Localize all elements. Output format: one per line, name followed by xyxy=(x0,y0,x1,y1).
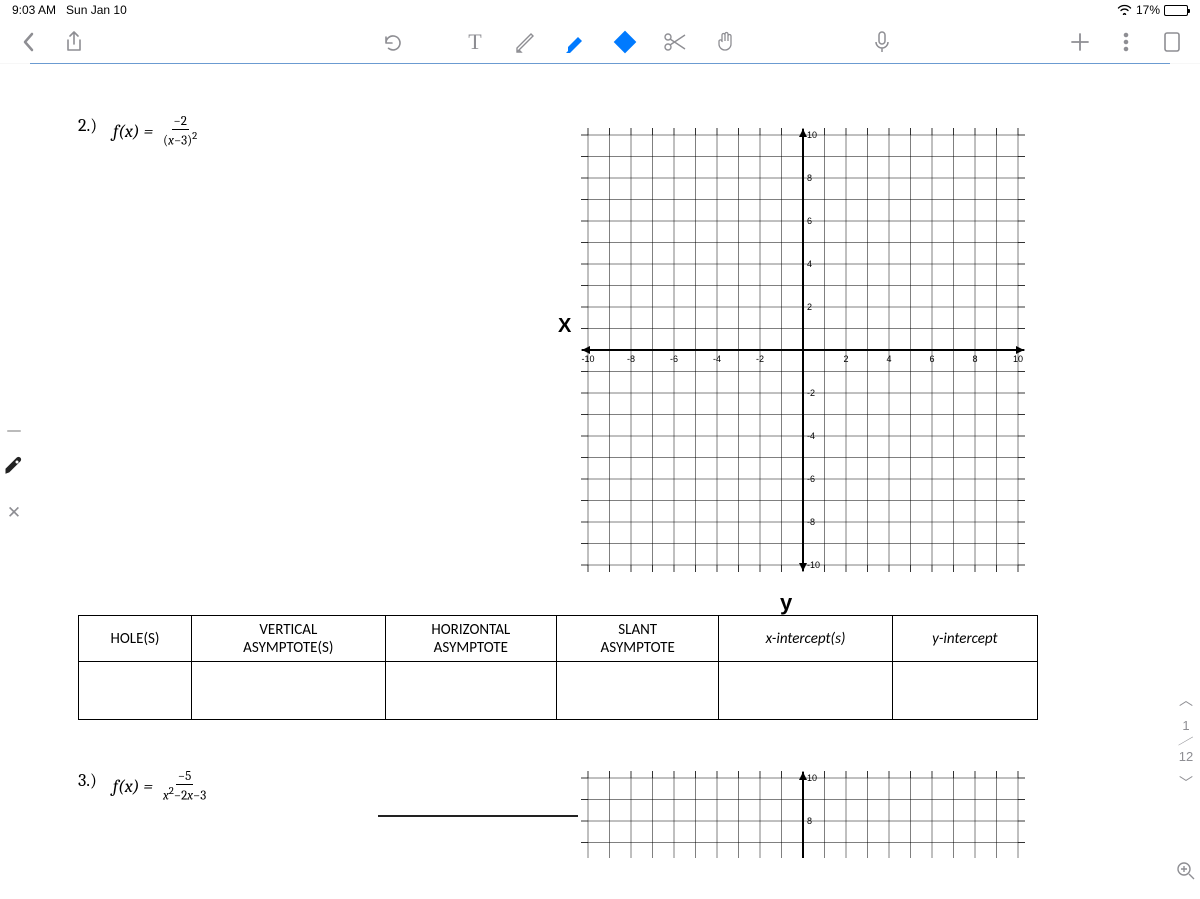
drawn-line xyxy=(378,815,578,817)
page-down-button[interactable]: ﹀ xyxy=(1179,773,1193,793)
header-x-intercept: x-intercept(s) xyxy=(719,616,892,662)
wifi-icon xyxy=(1117,3,1132,18)
svg-text:2: 2 xyxy=(807,302,812,312)
total-pages: 12 xyxy=(1179,749,1193,765)
cell-x-intercept[interactable] xyxy=(719,662,892,720)
svg-text:2: 2 xyxy=(843,354,848,364)
svg-text:10: 10 xyxy=(1013,354,1023,364)
status-bar: 9:03 AM Sun Jan 10 17% xyxy=(0,0,1200,20)
hand-tool[interactable] xyxy=(711,28,739,56)
svg-text:-2: -2 xyxy=(807,388,815,398)
share-button[interactable] xyxy=(60,28,88,56)
svg-text:8: 8 xyxy=(807,173,812,183)
header-holes: HOLE(S) xyxy=(79,616,192,662)
tool-palette: T xyxy=(461,28,739,56)
header-slant: SLANT ASYMPTOTE xyxy=(556,616,719,662)
svg-text:10: 10 xyxy=(807,773,817,783)
svg-text:8: 8 xyxy=(807,816,812,826)
cell-holes[interactable] xyxy=(79,662,192,720)
problem-formula: f(x) = −2 (x−3)2 xyxy=(113,115,199,149)
header-y-intercept: y-intercept xyxy=(892,616,1037,662)
zoom-in-button[interactable] xyxy=(1176,861,1196,886)
page-indicator-strip: ︿ 1 ／ 12 ﹀ xyxy=(1176,690,1196,886)
header-vertical: VERTICAL ASYMPTOTE(S) xyxy=(191,616,385,662)
back-button[interactable] xyxy=(14,28,42,56)
svg-text:-2: -2 xyxy=(756,354,764,364)
top-toolbar: T xyxy=(0,20,1200,64)
svg-text:10: 10 xyxy=(807,130,817,140)
battery-icon xyxy=(1164,5,1188,16)
svg-text:6: 6 xyxy=(929,354,934,364)
svg-text:-8: -8 xyxy=(627,354,635,364)
add-button[interactable] xyxy=(1066,28,1094,56)
svg-text:-6: -6 xyxy=(807,474,815,484)
svg-text:-8: -8 xyxy=(807,517,815,527)
fullscreen-button[interactable] xyxy=(1158,28,1186,56)
worksheet-content: 2.) f(x) = −2 (x−3)2 X y -10-10-8-8-6-6-… xyxy=(78,115,1122,149)
pencil-tool[interactable] xyxy=(511,28,539,56)
pen-side-tool[interactable] xyxy=(3,454,25,481)
undo-button[interactable] xyxy=(379,28,407,56)
page-divider xyxy=(30,63,1170,64)
svg-text:4: 4 xyxy=(807,259,812,269)
status-date: Sun Jan 10 xyxy=(66,3,127,17)
coordinate-grid-partial: -10-10-8-8-6-6-4-4-2-2224466881010 xyxy=(568,758,1038,858)
side-tool-strip: ✕ xyxy=(0,430,28,523)
cell-slant[interactable] xyxy=(556,662,719,720)
svg-text:-4: -4 xyxy=(713,354,721,364)
svg-text:8: 8 xyxy=(972,354,977,364)
cell-horizontal[interactable] xyxy=(385,662,556,720)
cut-tool[interactable] xyxy=(661,28,689,56)
svg-text:-10: -10 xyxy=(581,354,594,364)
cell-y-intercept[interactable] xyxy=(892,662,1037,720)
problem-3: 3.) f(x) = −5 x2−2x−3 xyxy=(78,770,208,804)
page-indicator: 1 ／ 12 xyxy=(1179,718,1193,765)
status-time: 9:03 AM xyxy=(12,3,56,17)
highlighter-tool[interactable] xyxy=(561,28,589,56)
problem-number: 2.) xyxy=(78,115,97,136)
handle-icon[interactable] xyxy=(7,430,21,432)
y-axis-label: y xyxy=(780,590,792,616)
svg-text:-10: -10 xyxy=(807,560,820,570)
shape-tool[interactable] xyxy=(611,28,639,56)
microphone-button[interactable] xyxy=(868,28,896,56)
more-button[interactable] xyxy=(1112,28,1140,56)
svg-text:4: 4 xyxy=(886,354,891,364)
svg-text:-6: -6 xyxy=(670,354,678,364)
problem-formula: f(x) = −5 x2−2x−3 xyxy=(113,770,208,804)
page-up-button[interactable]: ︿ xyxy=(1179,690,1193,710)
answer-table: HOLE(S) VERTICAL ASYMPTOTE(S) HORIZONTAL… xyxy=(78,615,1038,720)
svg-text:6: 6 xyxy=(807,216,812,226)
coordinate-grid: -10 -10 -8 -8 -6 -6 -4 -4 -2 -2 2 2 4 4 6 6 8 8 10 10 xyxy=(568,115,1038,585)
problem-number: 3.) xyxy=(78,770,97,791)
svg-text:-4: -4 xyxy=(807,431,815,441)
header-horizontal: HORIZONTAL ASYMPTOTE xyxy=(385,616,556,662)
current-page: 1 xyxy=(1179,718,1193,734)
battery-percent: 17% xyxy=(1136,3,1160,17)
close-side-tool[interactable]: ✕ xyxy=(7,503,21,523)
cell-vertical[interactable] xyxy=(191,662,385,720)
text-tool[interactable]: T xyxy=(461,28,489,56)
